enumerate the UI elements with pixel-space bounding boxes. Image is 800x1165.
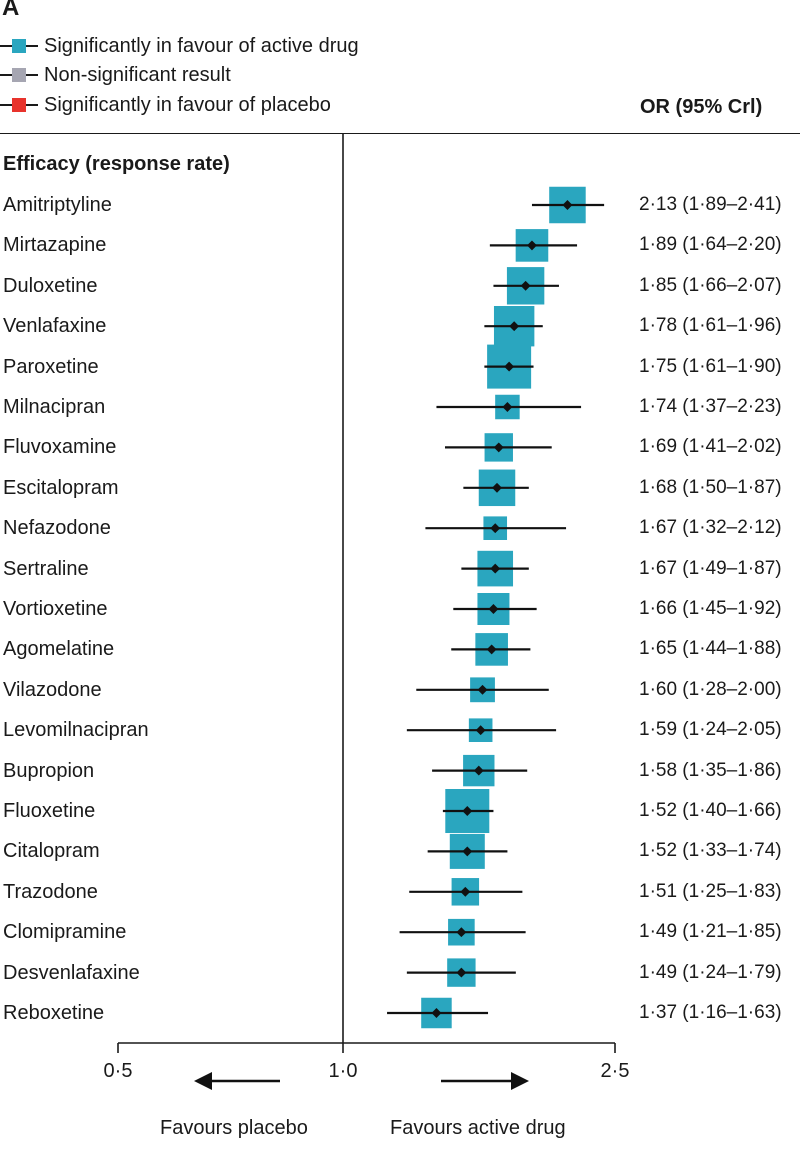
legend-label: Significantly in favour of placebo xyxy=(44,93,331,116)
drug-label: Paroxetine xyxy=(3,355,99,378)
drug-label: Vortioxetine xyxy=(3,598,108,620)
point-estimate-diamond xyxy=(490,523,501,534)
red-square-marker-icon xyxy=(12,98,26,112)
point-estimate-diamond xyxy=(456,927,467,938)
grey-square-marker-icon xyxy=(12,68,26,82)
drug-label: Reboxetine xyxy=(3,1002,105,1024)
point-estimate-diamond xyxy=(527,240,537,251)
legend-label: Significantly in favour of active drug xyxy=(44,34,359,57)
or-ci-label: 1·49 (1·24–1·79) xyxy=(639,961,782,983)
or-ci-label: 1·58 (1·35–1·86) xyxy=(639,759,782,781)
point-estimate-diamond xyxy=(488,604,499,614)
point-estimate-diamond xyxy=(520,280,531,291)
legend-item-placebo: Significantly in favour of placebo xyxy=(0,92,331,118)
or-ci-label: 1·74 (1·37–2·23) xyxy=(639,396,782,417)
favours-active-drug-label: Favours active drug xyxy=(390,1117,566,1139)
point-estimate-diamond xyxy=(462,806,473,816)
point-estimate-diamond xyxy=(502,402,513,412)
drug-label: Amitriptyline xyxy=(3,194,112,216)
arrow-right-icon xyxy=(511,1072,529,1090)
x-tick-label: 1·0 xyxy=(329,1060,358,1082)
point-estimate-diamond xyxy=(477,684,488,695)
or-ci-label: 1·66 (1·45–1·92) xyxy=(639,598,782,619)
point-estimate-diamond xyxy=(462,846,473,857)
panel-label: A xyxy=(2,0,20,21)
point-estimate-diamond xyxy=(490,563,501,574)
or-ci-label: 1·59 (1·24–2·05) xyxy=(639,719,782,741)
header-divider xyxy=(0,133,800,134)
drug-label: Trazodone xyxy=(3,880,98,903)
point-estimate-diamond xyxy=(456,967,467,978)
drug-label: Desvenlafaxine xyxy=(3,961,140,984)
point-estimate-diamond xyxy=(431,1008,442,1018)
or-ci-label: 1·67 (1·49–1·87) xyxy=(639,557,782,579)
drug-label: Mirtazapine xyxy=(3,234,107,257)
drug-label: Bupropion xyxy=(3,759,95,782)
or-ci-label: 1·75 (1·61–1·90) xyxy=(639,355,782,377)
drug-label: Nefazodone xyxy=(3,517,111,540)
point-estimate-diamond xyxy=(509,321,520,332)
or-ci-label: 2·13 (1·89–2·41) xyxy=(639,194,782,215)
or-ci-label: 1·69 (1·41–2·02) xyxy=(639,436,782,458)
arrow-left-icon xyxy=(194,1072,212,1090)
drug-label: Sertraline xyxy=(3,557,89,580)
or-ci-label: 1·52 (1·33–1·74) xyxy=(639,840,782,862)
or-ci-label: 1·65 (1·44–1·88) xyxy=(639,638,782,660)
favours-placebo-label: Favours placebo xyxy=(160,1117,308,1139)
point-estimate-diamond xyxy=(504,361,515,372)
point-estimate-diamond xyxy=(492,482,502,493)
drug-label: Venlafaxine xyxy=(3,315,107,338)
drug-label: Vilazodone xyxy=(3,678,102,701)
or-ci-label: 1·51 (1·25–1·83) xyxy=(639,880,782,902)
point-estimate-diamond xyxy=(473,765,484,776)
drug-label: Citalopram xyxy=(3,840,100,863)
drug-label: Clomipramine xyxy=(3,921,127,944)
drug-label: Fluvoxamine xyxy=(3,436,117,459)
or-ci-label: 1·89 (1·64–2·20) xyxy=(639,234,782,256)
point-estimate-diamond xyxy=(460,886,471,897)
x-tick-label: 2·5 xyxy=(601,1060,630,1082)
or-ci-label: 1·49 (1·21–1·85) xyxy=(639,921,782,943)
or-ci-label: 1·52 (1·40–1·66) xyxy=(639,800,782,821)
drug-label: Milnacipran xyxy=(3,396,106,418)
drug-label: Fluoxetine xyxy=(3,800,96,822)
point-estimate-diamond xyxy=(486,644,497,655)
legend-item-non-significant: Non-significant result xyxy=(0,62,231,88)
or-ci-label: 1·37 (1·16–1·63) xyxy=(639,1002,782,1023)
or-ci-label: 1·85 (1·66–2·07) xyxy=(639,274,782,296)
point-estimate-diamond xyxy=(562,200,573,210)
point-estimate-diamond xyxy=(475,725,486,736)
teal-square-marker-icon xyxy=(12,39,26,53)
or-ci-label: 1·68 (1·50–1·87) xyxy=(639,476,782,498)
drug-label: Duloxetine xyxy=(3,274,98,297)
or-ci-label: 1·78 (1·61–1·96) xyxy=(639,315,782,337)
legend-label: Non-significant result xyxy=(44,63,231,86)
drug-label: Agomelatine xyxy=(3,638,115,661)
column-header-or: OR (95% Crl) xyxy=(640,96,763,118)
legend-item-active-drug: Significantly in favour of active drug xyxy=(0,33,359,59)
point-estimate-diamond xyxy=(493,442,504,453)
section-title: Efficacy (response rate) xyxy=(3,153,230,175)
or-ci-label: 1·67 (1·32–2·12) xyxy=(639,517,782,539)
drug-label: Escitalopram xyxy=(3,476,119,499)
x-tick-label: 0·5 xyxy=(104,1060,133,1082)
or-ci-label: 1·60 (1·28–2·00) xyxy=(639,678,782,700)
drug-label: Levomilnacipran xyxy=(3,719,149,742)
